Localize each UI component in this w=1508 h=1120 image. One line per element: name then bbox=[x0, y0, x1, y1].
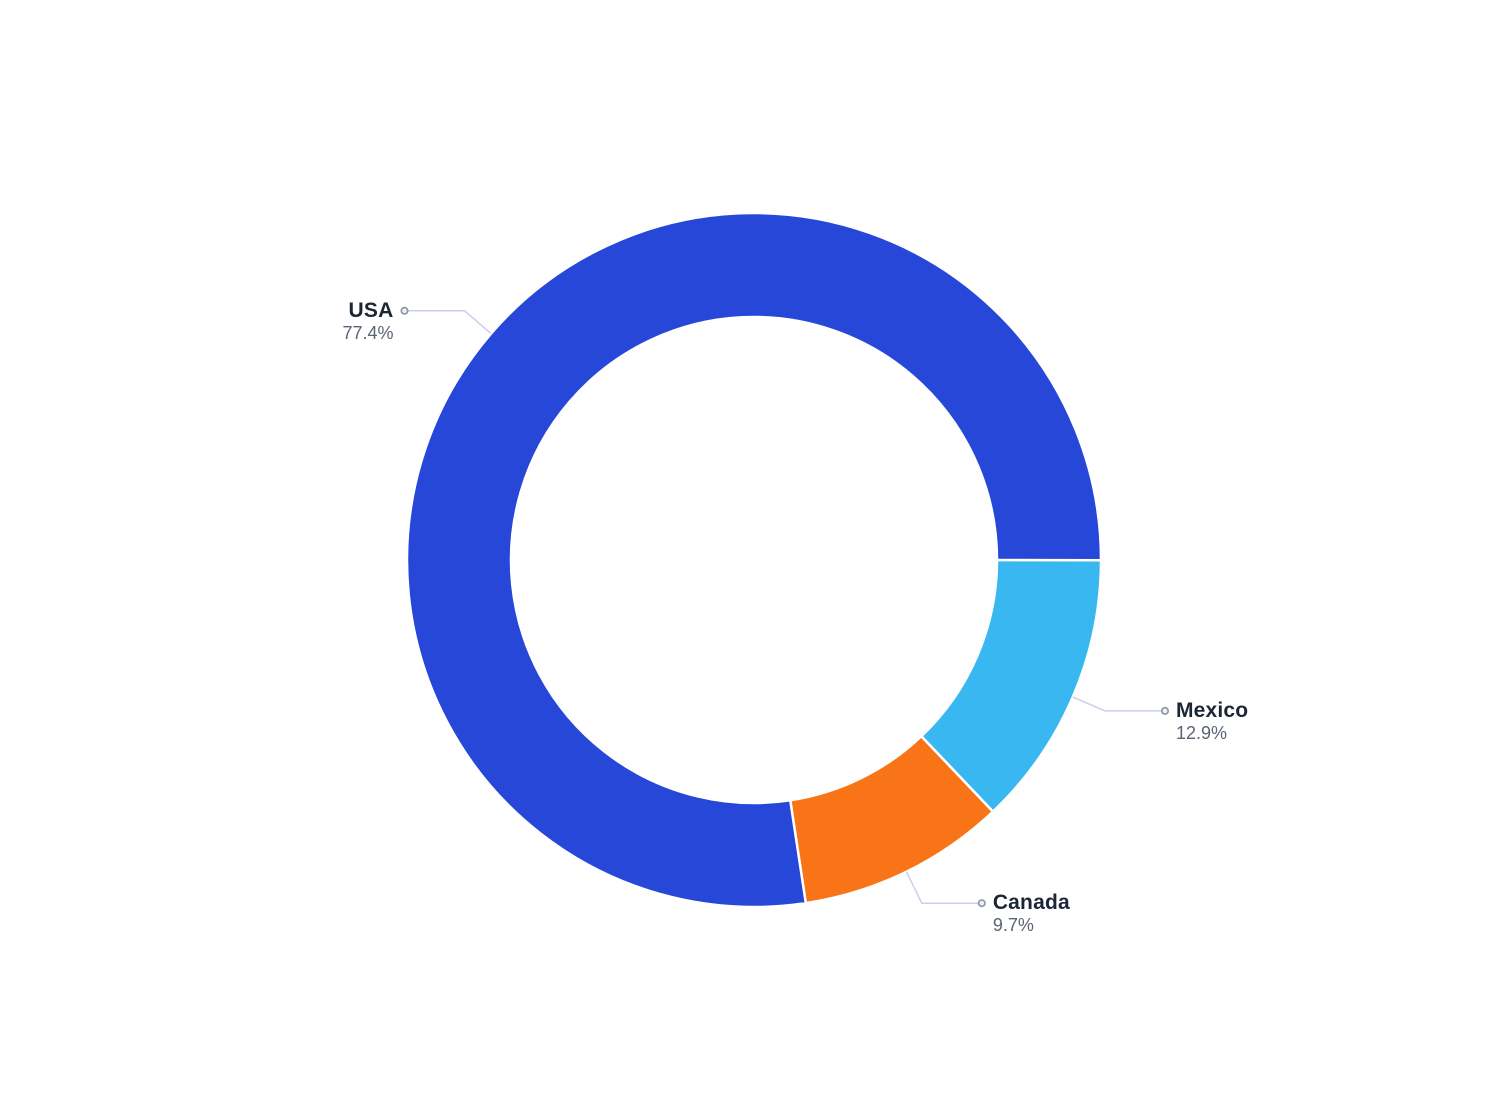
slice-percent: 9.7% bbox=[992, 915, 1034, 936]
slice-name: Mexico bbox=[1175, 698, 1249, 722]
pie-slice-usa[interactable] bbox=[405, 211, 1103, 909]
leader-line-usa bbox=[404, 310, 492, 335]
slice-label-mexico: Mexico 12.9% bbox=[1176, 699, 1248, 743]
slice-label-usa: USA 77.4% bbox=[342, 299, 393, 343]
slice-percent: 77.4% bbox=[342, 322, 394, 343]
leader-dot-usa bbox=[400, 306, 409, 315]
leader-line-mexico bbox=[1072, 696, 1165, 712]
slice-name: Canada bbox=[992, 891, 1070, 915]
pie-slice-canada[interactable] bbox=[788, 734, 995, 905]
slice-percent: 12.9% bbox=[1175, 722, 1227, 743]
leader-dot-mexico bbox=[1161, 706, 1170, 715]
slice-name: USA bbox=[348, 298, 394, 322]
leader-dot-canada bbox=[977, 899, 986, 908]
slice-label-canada: Canada 9.7% bbox=[993, 891, 1070, 935]
leader-line-canada bbox=[905, 871, 982, 904]
